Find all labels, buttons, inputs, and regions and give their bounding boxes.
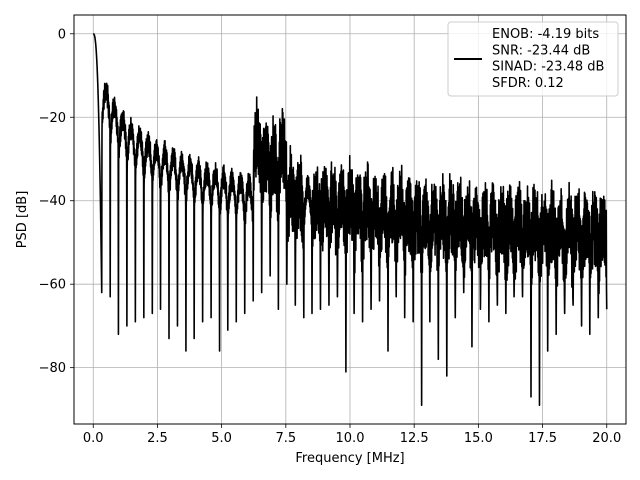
x-tick-label: 20.0 (592, 431, 621, 446)
x-tick-label: 17.5 (528, 431, 557, 446)
legend-box (447, 21, 619, 97)
y-tick-label: −40 (39, 194, 66, 209)
x-axis-ticks: 0.0 2.5 5.0 7.5 10.0 12.5 15.0 17.5 20.0 (83, 424, 621, 446)
legend-entry-snr: SNR: -23.44 dB (492, 43, 590, 58)
series-layer (92, 33, 608, 407)
legend-entry-enob: ENOB: -4.19 bits (492, 27, 599, 42)
y-tick-label: −80 (39, 361, 66, 376)
x-tick-label: 7.5 (275, 431, 296, 446)
legend-entry-sfdr: SFDR: 0.12 (492, 76, 564, 91)
y-tick-label: 0 (58, 27, 66, 42)
x-tick-label: 15.0 (464, 431, 493, 446)
y-axis-label: PSD [dB] (15, 191, 30, 249)
x-tick-label: 2.5 (147, 431, 168, 446)
legend-entry-sinad: SINAD: -23.48 dB (492, 60, 604, 75)
x-tick-label: 10.0 (336, 431, 365, 446)
psd-series-line (92, 33, 608, 407)
y-axis-ticks: 0 −20 −40 −60 −80 (39, 27, 74, 376)
y-tick-label: −60 (39, 278, 66, 293)
y-tick-label: −20 (39, 111, 66, 126)
x-tick-label: 5.0 (211, 431, 232, 446)
x-tick-label: 12.5 (400, 431, 429, 446)
legend: ENOB: -4.19 bits SNR: -23.44 dB SINAD: -… (447, 21, 619, 97)
x-tick-label: 0.0 (83, 431, 104, 446)
x-axis-label: Frequency [MHz] (295, 451, 404, 466)
